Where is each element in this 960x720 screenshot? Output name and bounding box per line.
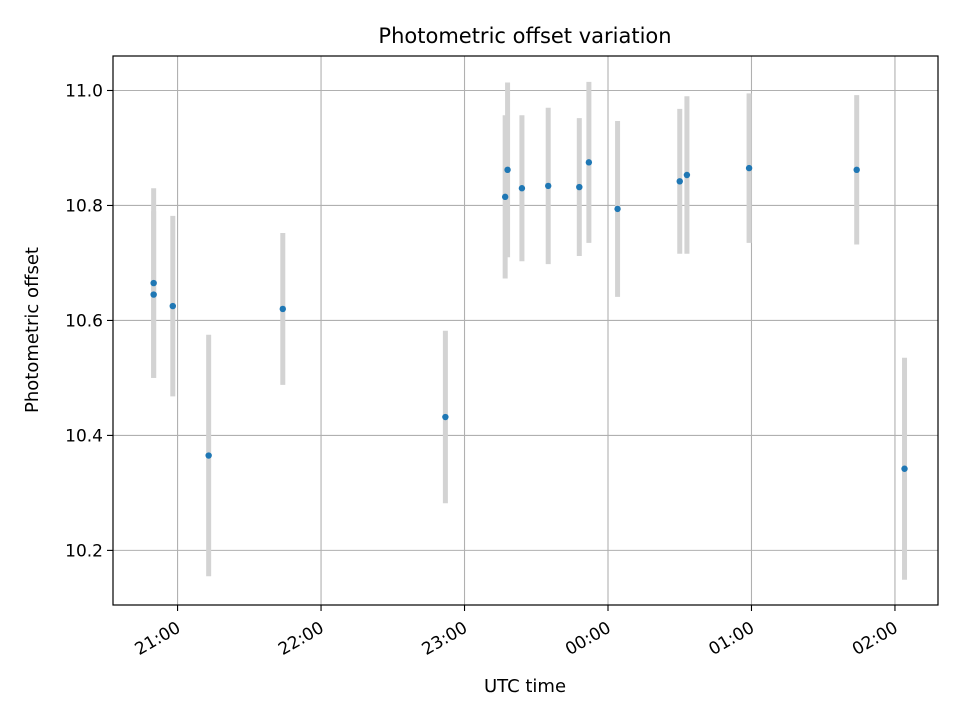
data-point (518, 185, 526, 192)
y-tick-label: 10.4 (65, 426, 103, 446)
data-point (504, 166, 511, 174)
data-point (853, 166, 860, 174)
data-point (676, 178, 683, 185)
data-markers (150, 159, 908, 472)
y-tick-label: 10.6 (65, 311, 103, 331)
x-axis-title: UTC time (484, 676, 566, 697)
data-point (901, 465, 908, 472)
plot-area (113, 56, 938, 605)
y-tick-label: 10.2 (65, 541, 103, 561)
data-point (205, 452, 212, 459)
y-axis: 10.2 10.4 10.6 10.8 11.0 (65, 81, 113, 561)
data-point (150, 291, 157, 298)
data-point (683, 171, 691, 179)
chart-title: Photometric offset variation (378, 24, 671, 48)
data-point (545, 182, 552, 190)
data-point (585, 159, 593, 166)
data-point (442, 413, 449, 421)
data-point (614, 205, 621, 213)
y-tick-label: 11.0 (65, 81, 103, 101)
data-point (745, 164, 753, 172)
data-point (169, 302, 176, 310)
plot-frame (112, 55, 939, 606)
y-axis-title: Photometric offset (22, 247, 43, 413)
data-point (150, 279, 157, 287)
data-point (279, 305, 286, 313)
grid (113, 56, 938, 605)
data-point (576, 183, 583, 191)
data-point (501, 193, 509, 201)
y-tick-label: 10.8 (65, 196, 103, 216)
